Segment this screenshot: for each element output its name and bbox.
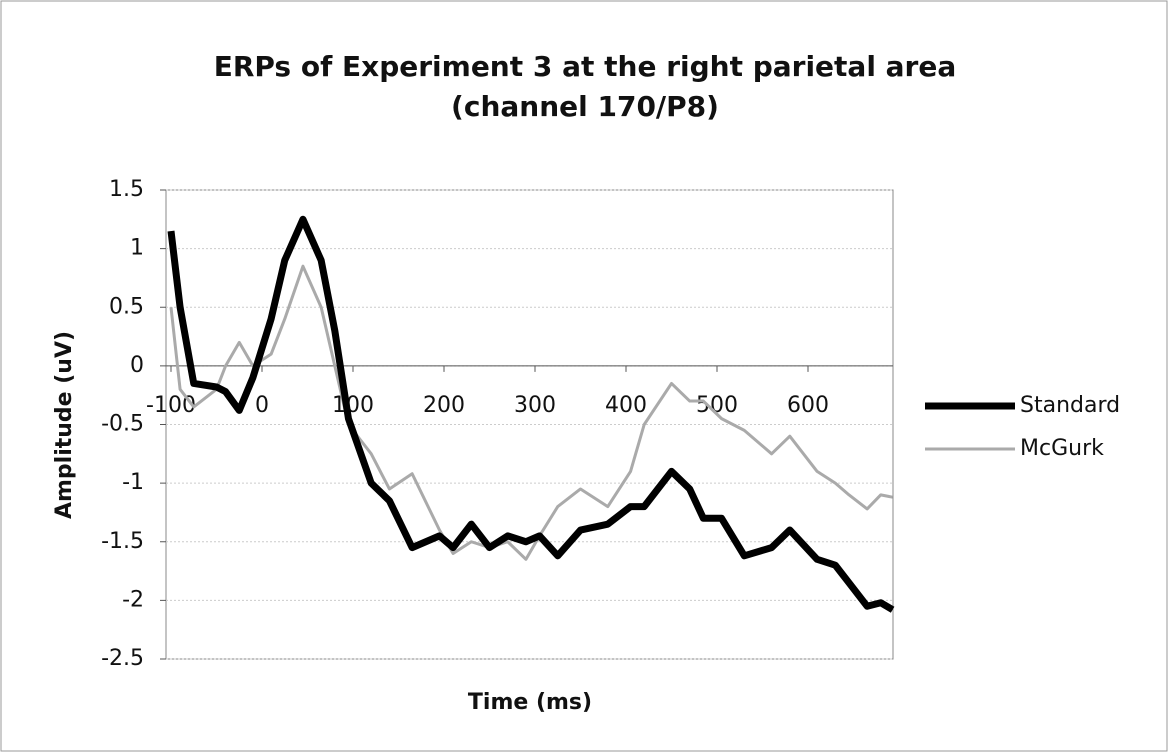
y-tick-label: -2.5 <box>101 646 144 671</box>
chart-title: ERPs of Experiment 3 at the right pariet… <box>214 50 957 83</box>
x-tick-label: -100 <box>146 393 196 418</box>
series-line <box>167 215 895 613</box>
x-tick-label: 0 <box>255 393 269 418</box>
y-tick-label: 0.5 <box>109 294 144 319</box>
y-tick-label: -1 <box>122 470 144 495</box>
y-tick-label: -1.5 <box>101 529 144 554</box>
x-tick-label: 400 <box>605 393 647 418</box>
series-line <box>169 264 893 561</box>
y-tick-label: 0 <box>130 353 144 378</box>
x-tick-label: 600 <box>787 393 829 418</box>
y-tick-label: 1.5 <box>109 177 144 202</box>
y-axis-title: Amplitude (uV) <box>52 331 77 519</box>
legend-label: McGurk <box>1020 436 1104 461</box>
x-tick-label: 100 <box>332 393 374 418</box>
chart-subtitle: (channel 170/P8) <box>451 90 719 123</box>
y-tick-label: -2 <box>122 587 144 612</box>
x-tick-label: 300 <box>514 393 556 418</box>
legend-label: Standard <box>1020 393 1120 418</box>
y-tick-label: -0.5 <box>101 412 144 437</box>
x-axis-title: Time (ms) <box>468 690 592 715</box>
x-tick-label: 200 <box>423 393 465 418</box>
y-tick-label: 1 <box>130 236 144 261</box>
